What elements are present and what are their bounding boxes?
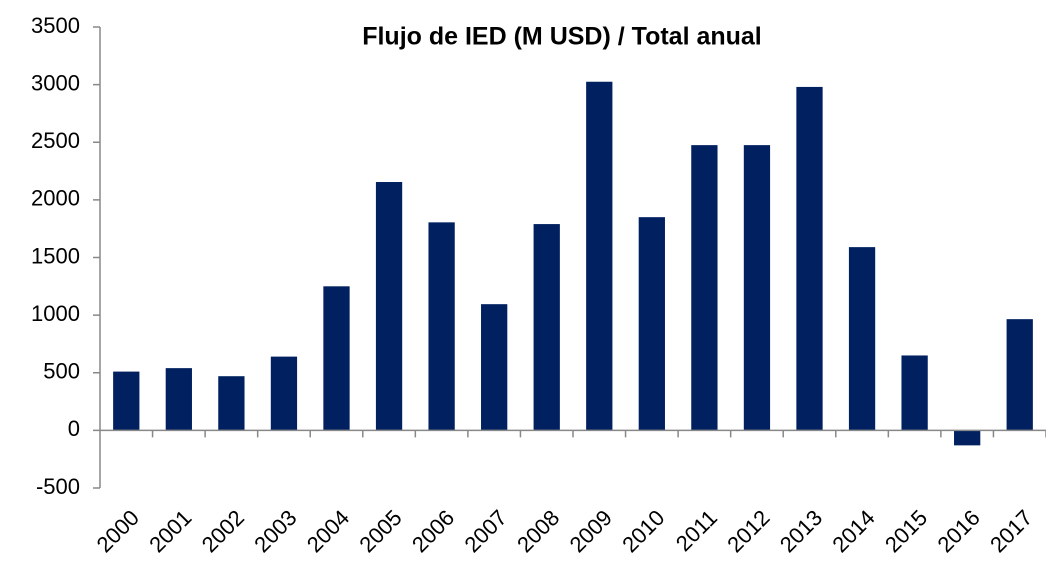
- bar: [1006, 319, 1033, 431]
- x-tick-label: 2014: [827, 505, 879, 557]
- bar: [743, 145, 771, 431]
- bar: [270, 356, 298, 431]
- x-tick-label: 2005: [354, 505, 406, 557]
- x-tick-label: 2002: [197, 505, 249, 557]
- bar: [165, 368, 192, 431]
- y-tick-label: 2500: [31, 128, 80, 153]
- y-tick-label: 500: [43, 359, 80, 384]
- x-tick-label: 2001: [144, 505, 196, 557]
- x-tick-label: 2009: [565, 505, 617, 557]
- x-tick-label: 2004: [302, 505, 354, 557]
- chart-title: Flujo de IED (M USD) / Total anual: [362, 23, 762, 51]
- y-tick-label: 2000: [31, 186, 80, 211]
- bar: [954, 430, 981, 446]
- bar: [586, 81, 613, 431]
- x-tick-label: 2013: [775, 505, 827, 557]
- x-tick-label: 2003: [249, 505, 301, 557]
- y-tick-label: 3500: [31, 13, 80, 38]
- bar: [113, 371, 140, 431]
- x-tick-label: 2015: [880, 505, 932, 557]
- x-tick-label: 2016: [933, 505, 985, 557]
- y-tick-label: 3000: [31, 70, 80, 95]
- bar: [533, 224, 560, 431]
- bar: [691, 145, 718, 431]
- bar: [375, 182, 403, 431]
- x-tick-label: 2000: [92, 505, 144, 557]
- bar: [218, 376, 245, 431]
- x-tick-label: 2010: [617, 505, 669, 557]
- bar: [901, 355, 928, 431]
- bar: [323, 286, 350, 431]
- bar: [848, 247, 876, 431]
- y-tick-label: 0: [68, 416, 80, 441]
- y-tick-label: 1000: [31, 301, 80, 326]
- x-tick-label: 2012: [722, 505, 774, 557]
- y-tick-label: -500: [36, 474, 80, 499]
- bar: [796, 86, 823, 431]
- x-tick-label: 2017: [985, 505, 1037, 557]
- x-tick-label: 2007: [460, 505, 512, 557]
- y-tick-label: 1500: [31, 243, 80, 268]
- x-tick-label: 2008: [512, 505, 564, 557]
- bar: [638, 217, 665, 431]
- x-tick-label: 2011: [671, 505, 722, 556]
- bar: [428, 222, 455, 431]
- x-tick-label: 2006: [407, 505, 459, 557]
- bar: [481, 304, 508, 431]
